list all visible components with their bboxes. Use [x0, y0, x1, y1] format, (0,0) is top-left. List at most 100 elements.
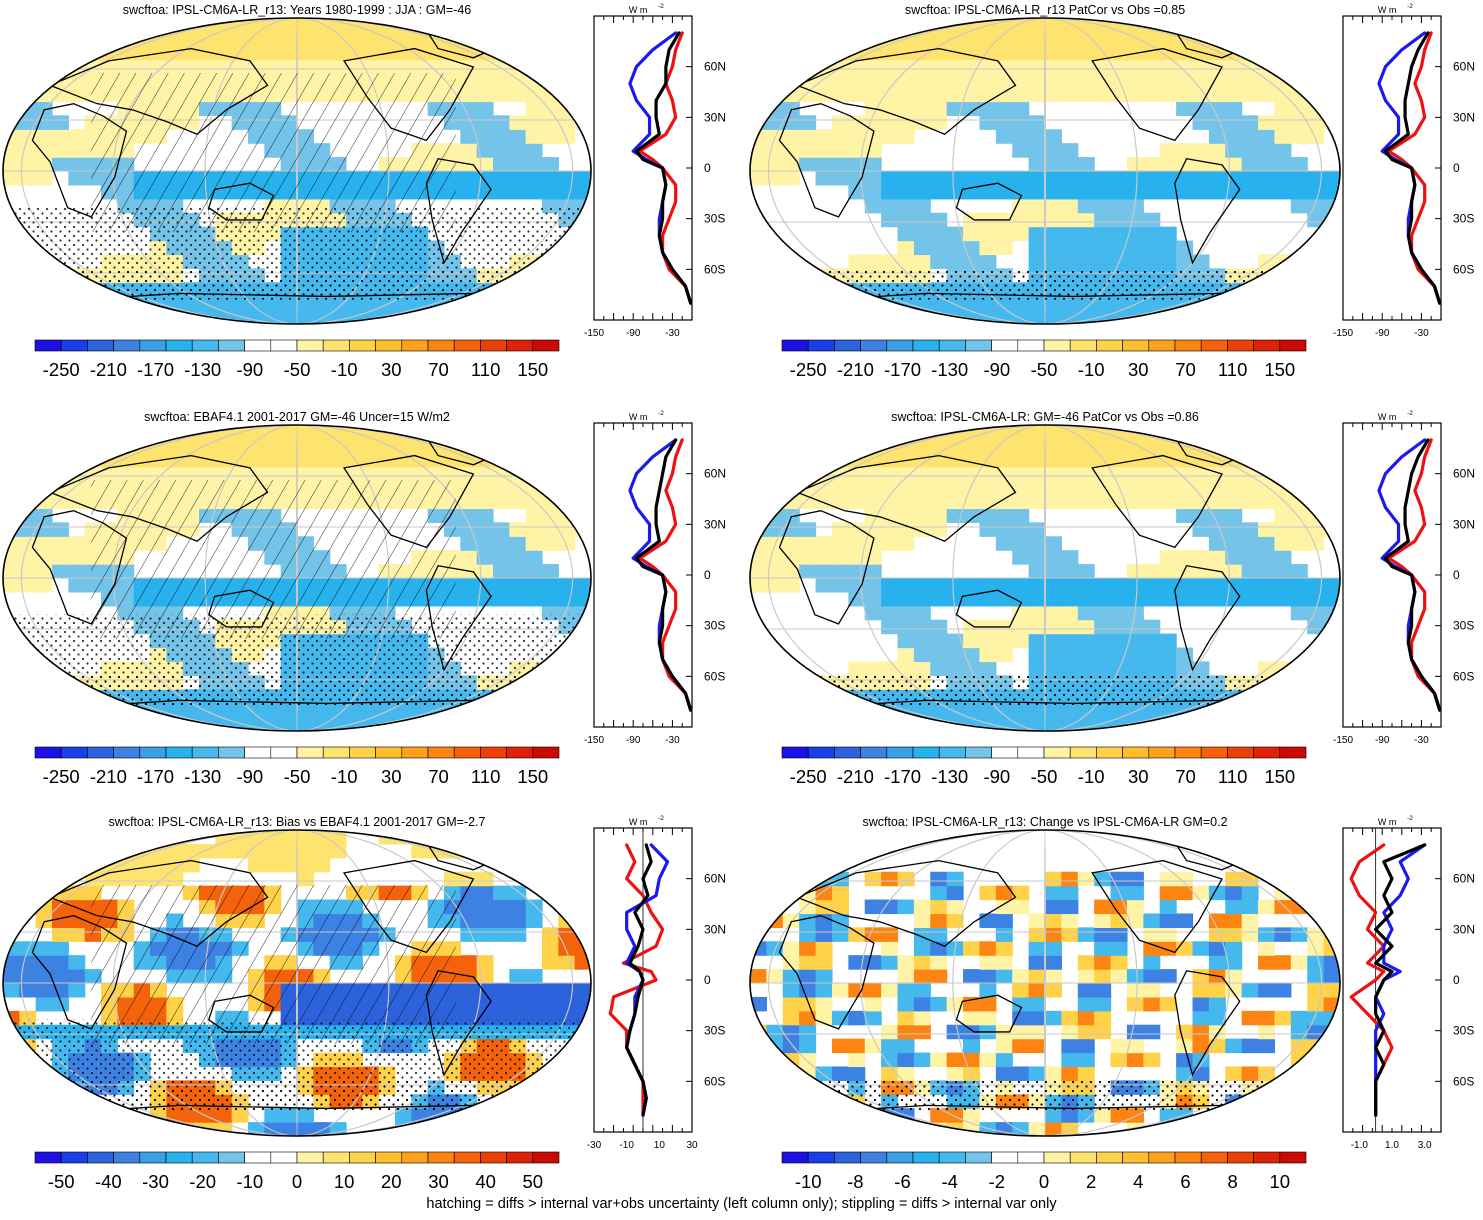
colorbar-box: [218, 746, 245, 759]
colorbar-box: [1096, 746, 1123, 759]
profile-lat-label: 30N: [1453, 922, 1475, 936]
colorbar-tick-label: 10: [1270, 1171, 1291, 1192]
panel-bottom-right: swcftoa: IPSL-CM6A-LR_r13: Change vs IPS…: [749, 815, 1475, 1192]
colorbar-tick-label: -210: [837, 359, 874, 380]
colorbar-tick-label: -130: [184, 359, 221, 380]
profile-units-label: W m: [1378, 412, 1397, 422]
colorbar-box: [938, 746, 966, 759]
colorbar-box: [1017, 746, 1045, 759]
colorbar-box: [34, 746, 62, 759]
colorbar-box: [781, 1151, 809, 1164]
land-outline: [342, 454, 475, 549]
colorbar-box: [34, 1151, 62, 1164]
land-outline: [1174, 565, 1241, 672]
colorbar-tick-label: 30: [381, 359, 402, 380]
profile-lat-label: 0: [704, 973, 711, 987]
colorbar-tick-label: 150: [1264, 359, 1295, 380]
profile-lat-label: 60N: [704, 467, 726, 481]
colorbar-box: [87, 746, 114, 759]
profile-series-model: [1383, 438, 1442, 712]
map-field: [750, 830, 1340, 1136]
profile-units-sup: -2: [658, 3, 664, 10]
colorbar-box: [322, 746, 350, 759]
land-outline: [778, 510, 875, 625]
colorbar-box: [991, 339, 1019, 352]
colorbar-tick-label: 2: [1086, 1171, 1096, 1192]
map-border: [2, 424, 592, 732]
colorbar-tick-label: -90: [236, 359, 263, 380]
profile-lat-label: 0: [704, 568, 711, 582]
colorbar-box: [322, 1151, 350, 1164]
colorbar-box: [1017, 339, 1045, 352]
colorbar-box: [427, 1151, 455, 1164]
profile-lat-label: 0: [1453, 161, 1460, 175]
profile-xtick-label: -30: [1414, 328, 1429, 339]
profile-lat-label: 30S: [704, 1024, 725, 1038]
colorbar-tick-label: -130: [931, 766, 968, 787]
profile-series-obs: [1374, 843, 1427, 1117]
colorbar-box: [1174, 1151, 1202, 1164]
colorbar-tick-label: 6: [1180, 1171, 1190, 1192]
colorbar-tick-label: 150: [517, 359, 548, 380]
land-outline: [31, 915, 128, 1030]
colorbar-tick-label: -90: [983, 359, 1010, 380]
profile-units-label: W m: [629, 412, 648, 422]
profile-lat-label: 30S: [704, 212, 725, 226]
profile-units-sup: -2: [658, 410, 664, 417]
colorbar-box: [375, 339, 403, 352]
colorbar-box: [807, 339, 835, 352]
colorbar-tick-label: -40: [95, 1171, 122, 1192]
colorbar-box: [34, 339, 62, 352]
colorbar-tick-label: -50: [1031, 766, 1058, 787]
profile-units-sup: -2: [1407, 3, 1413, 10]
profile-lat-label: 60S: [704, 1074, 725, 1088]
profile-lat-label: 0: [1453, 973, 1460, 987]
colorbar-tick-label: -4: [941, 1171, 957, 1192]
profile-units-label: W m: [629, 817, 648, 827]
profile-units-sup: -2: [1407, 815, 1413, 822]
land-outline: [1174, 970, 1241, 1077]
colorbar-tick-label: -50: [48, 1171, 75, 1192]
colorbar-tick-label: -170: [137, 359, 174, 380]
profile-xtick-label: -150: [1333, 735, 1353, 746]
colorbar-box: [1122, 746, 1150, 759]
profile-lat-label: 30S: [1453, 1024, 1474, 1038]
colorbar-box: [165, 1151, 193, 1164]
land-outline: [795, 859, 1017, 948]
colorbar-box: [296, 746, 324, 759]
land-outline: [342, 859, 475, 954]
colorbar-tick-label: -2: [989, 1171, 1005, 1192]
colorbar-box: [965, 1151, 992, 1164]
map-border: [749, 17, 1341, 325]
colorbar-box: [532, 746, 560, 759]
profile-xtick-label: -150: [1333, 328, 1353, 339]
colorbar-box: [506, 339, 534, 352]
map-border: [2, 17, 592, 325]
colorbar-box: [912, 339, 940, 352]
colorbar-box: [1069, 1151, 1097, 1164]
colorbar-tick-label: 30: [1128, 766, 1149, 787]
colorbar-box: [349, 746, 376, 759]
map-field: [3, 18, 591, 324]
profile-units-label: W m: [1378, 5, 1397, 15]
profile-units-sup: -2: [658, 815, 664, 822]
colorbar-box: [60, 339, 88, 352]
land-outline: [795, 47, 1017, 136]
colorbar-box: [1200, 339, 1228, 352]
colorbar-box: [1253, 339, 1281, 352]
land-outline: [795, 454, 1017, 543]
colorbar-box: [401, 1151, 429, 1164]
colorbar-box: [1096, 339, 1123, 352]
colorbar-box: [1227, 746, 1254, 759]
land-outline: [955, 589, 1023, 628]
map-border: [2, 829, 592, 1137]
colorbar-box: [532, 1151, 560, 1164]
colorbar-tick-label: 150: [517, 766, 548, 787]
colorbar-box: [834, 339, 861, 352]
profile-xtick-label: 1.0: [1385, 1140, 1399, 1151]
colorbar-box: [139, 1151, 167, 1164]
profile-xtick-label: -90: [1375, 735, 1390, 746]
colorbar-box: [244, 1151, 272, 1164]
colorbar-tick-label: -10: [236, 1171, 263, 1192]
profile-series-model: [1374, 843, 1427, 1117]
